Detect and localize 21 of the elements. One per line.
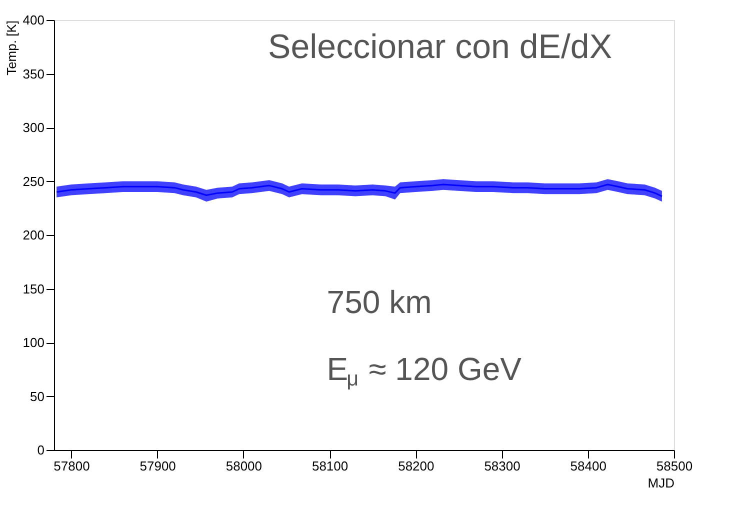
y-tick-label: 400: [22, 12, 44, 28]
y-tick-label: 350: [22, 66, 44, 82]
annotation: Seleccionar con dE/dX: [268, 28, 612, 66]
x-tick-label: 58300: [484, 458, 520, 474]
y-tick-label: 200: [22, 228, 44, 242]
y-tick-label: 50: [30, 388, 44, 404]
x-axis-title: MJD: [648, 476, 674, 490]
x-tick-label: 58000: [226, 458, 262, 474]
x-tick-label: 58200: [398, 458, 434, 474]
x-tick-label: 58500: [656, 458, 693, 474]
y-tick-label: 300: [22, 120, 44, 135]
x-tick-label: 58400: [570, 458, 606, 474]
y-tick-label: 0: [37, 442, 44, 458]
x-tick-label: 57800: [54, 458, 90, 474]
y-tick-label: 250: [22, 174, 44, 189]
y-tick-label: 100: [22, 335, 44, 350]
x-tick-label: 58100: [312, 458, 348, 474]
y-axis-title: Temp. [K]: [4, 20, 19, 76]
y-tick-label: 150: [22, 281, 44, 296]
annotation: 750 km: [326, 284, 432, 320]
x-tick-label: 57900: [140, 458, 176, 474]
